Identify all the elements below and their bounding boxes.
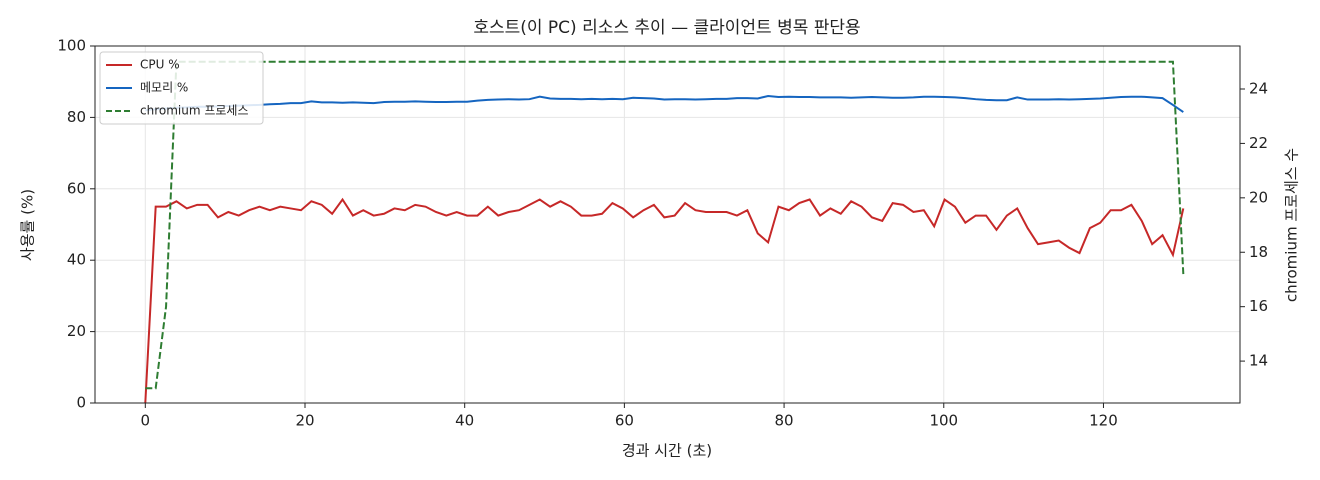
y-tick-label: 40 (67, 251, 86, 269)
y2-tick-label: 20 (1249, 188, 1268, 206)
x-tick-label: 0 (141, 412, 151, 430)
y2-tick-label: 22 (1249, 134, 1268, 152)
x-tick-label: 80 (775, 412, 794, 430)
legend-label: chromium 프로세스 (140, 104, 249, 118)
plot-frame (94, 45, 1241, 404)
x-tick-label: 20 (295, 412, 314, 430)
y-tick-label: 60 (67, 179, 86, 197)
y-tick-label: 0 (76, 394, 86, 412)
legend: CPU % 메모리 % chromium 프로세스 (99, 51, 264, 125)
y2-tick-label: 16 (1249, 297, 1268, 315)
y2-tick-label: 24 (1249, 79, 1268, 97)
x-tick-label: 120 (1089, 412, 1118, 430)
series-line (145, 60, 1185, 390)
y-tick-label: 100 (57, 37, 86, 55)
y-tick-label: 20 (67, 322, 86, 340)
legend-label: 메모리 % (140, 81, 188, 95)
x-axis-label: 경과 시간 (초) (622, 442, 712, 460)
x-tick-label: 100 (929, 412, 958, 430)
series-line (144, 197, 1185, 404)
legend-label: CPU % (140, 58, 180, 72)
x-tick-label: 40 (455, 412, 474, 430)
chart-title: 호스트(이 PC) 리소스 추이 — 클라이언트 병목 판단용 (473, 18, 860, 38)
y2-tick-label: 18 (1249, 243, 1268, 261)
y2-axis-label: chromium 프로세스 수 (1283, 148, 1301, 302)
y2-tick-label: 14 (1249, 352, 1268, 370)
series-line (145, 94, 1184, 113)
y-tick-label: 80 (67, 108, 86, 126)
legend-box (99, 51, 264, 125)
y-axis-label: 사용률 (%) (19, 189, 37, 261)
x-tick-label: 60 (615, 412, 634, 430)
